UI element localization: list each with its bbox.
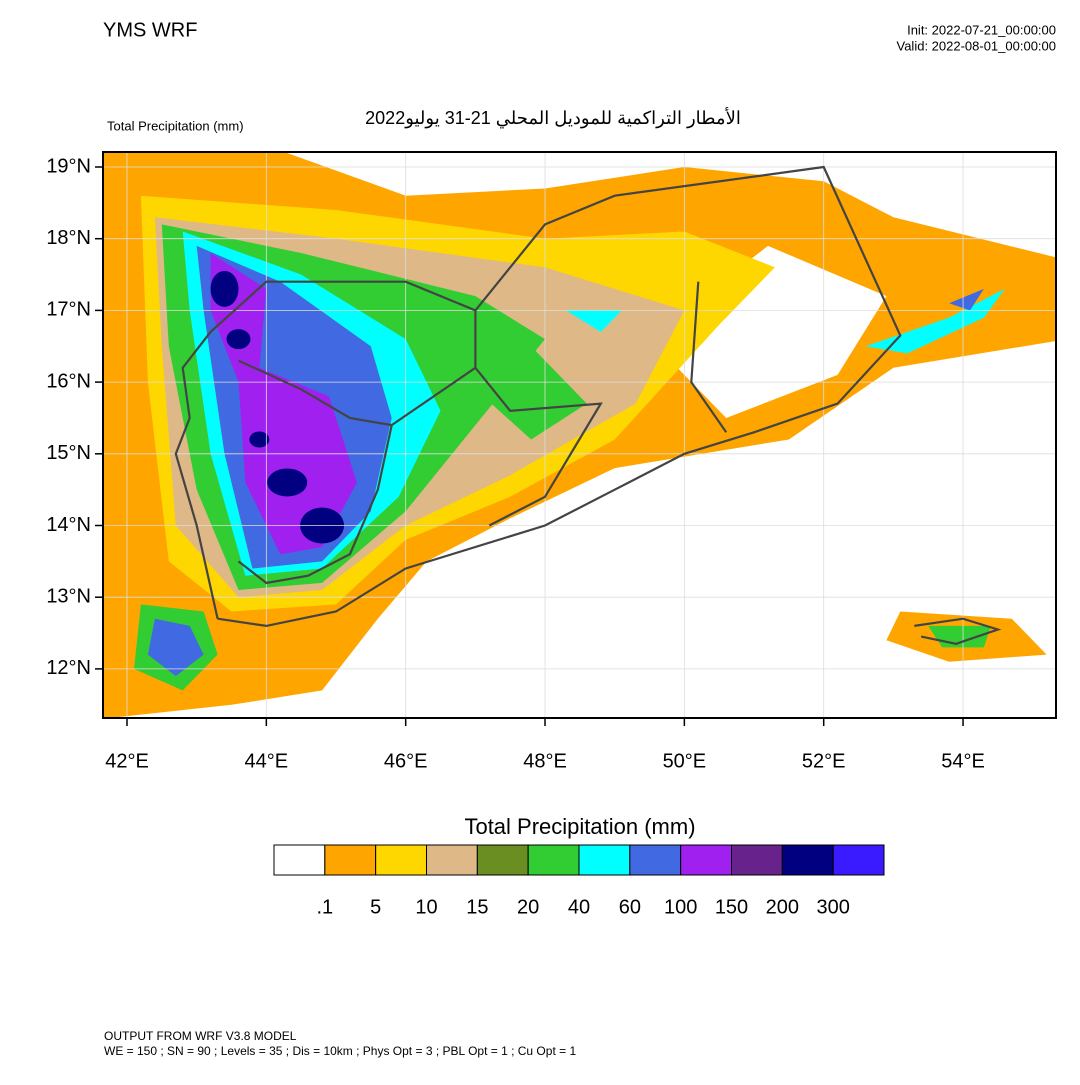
lat-label: 13°N — [46, 585, 91, 607]
lat-label: 18°N — [46, 227, 91, 249]
valid-time: Valid: 2022-08-01_00:00:00 — [897, 38, 1057, 53]
colorbar-label: 300 — [816, 896, 849, 918]
lon-label: 50°E — [663, 750, 707, 772]
map-title: الأمطار التراكمية للموديل المحلي 21-31 ي… — [365, 106, 741, 129]
lon-label: 54°E — [941, 750, 985, 772]
precip-field — [103, 152, 1056, 718]
colorbar-label: 5 — [370, 896, 381, 918]
lat-label: 12°N — [46, 657, 91, 679]
precip-shade — [949, 288, 984, 311]
colorbar-label: 60 — [619, 896, 641, 918]
footer-line: OUTPUT FROM WRF V3.8 MODEL — [104, 1029, 297, 1043]
footer-line: WE = 150 ; SN = 90 ; Levels = 35 ; Dis =… — [104, 1044, 576, 1058]
precip-shade — [433, 339, 587, 440]
lat-label: 15°N — [46, 442, 91, 464]
lon-label: 44°E — [245, 750, 289, 772]
precip-shade — [210, 270, 239, 307]
colorbar-box — [680, 844, 733, 876]
colorbar-box — [578, 844, 631, 876]
lon-label: 46°E — [384, 750, 428, 772]
border — [474, 367, 603, 527]
precip-shade — [267, 468, 308, 497]
lat-label: 17°N — [46, 299, 91, 321]
init-time: Init: 2022-07-21_00:00:00 — [907, 22, 1056, 37]
colorbar-label: 200 — [766, 896, 799, 918]
border — [174, 165, 902, 628]
colorbar-label: .1 — [316, 896, 333, 918]
colorbar-box — [476, 844, 529, 876]
lat-label: 14°N — [46, 514, 91, 536]
precip-shade — [865, 288, 1005, 354]
border — [237, 424, 393, 585]
colorbar-label: 100 — [664, 896, 697, 918]
colorbar-title: Total Precipitation (mm) — [464, 814, 695, 839]
lon-label: 52°E — [802, 750, 846, 772]
precip-shade — [147, 618, 204, 677]
colorbar-box — [426, 844, 478, 876]
colorbar-box — [527, 844, 580, 876]
lat-label: 16°N — [46, 370, 91, 392]
colorbar-box — [629, 844, 682, 876]
colorbar-box — [324, 844, 377, 876]
lon-label: 42°E — [105, 750, 149, 772]
colorbar-label: 150 — [715, 896, 748, 918]
precip-shade — [210, 253, 357, 555]
colorbar-label: 40 — [568, 896, 590, 918]
colorbar-label: 20 — [517, 896, 539, 918]
field-label: Total Precipitation (mm) — [107, 118, 244, 133]
colorbar-box — [375, 844, 427, 876]
lon-label: 48°E — [523, 750, 567, 772]
colorbar-label: 15 — [466, 896, 488, 918]
colorbar-box — [731, 844, 783, 876]
colorbar-label: 10 — [415, 896, 437, 918]
map-frame — [102, 151, 1057, 719]
border — [690, 281, 728, 433]
precip-shade — [565, 310, 622, 332]
model-name: YMS WRF — [103, 19, 197, 41]
colorbar-box — [273, 844, 326, 876]
colorbar-box — [832, 844, 885, 876]
lat-label: 19°N — [46, 155, 91, 177]
colorbar-box — [781, 844, 834, 876]
border — [914, 617, 1002, 645]
border — [238, 310, 477, 427]
precip-shade — [226, 329, 251, 350]
precip-shade — [249, 431, 270, 448]
